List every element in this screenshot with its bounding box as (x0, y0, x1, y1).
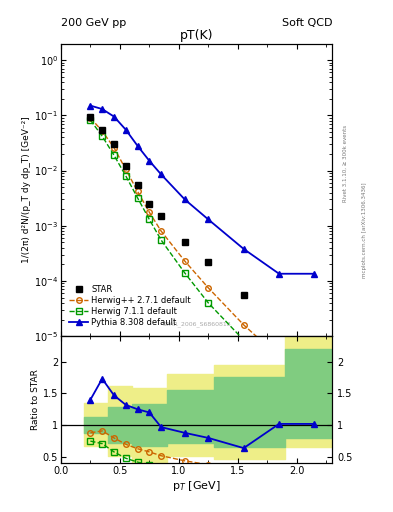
Y-axis label: Ratio to STAR: Ratio to STAR (31, 369, 40, 430)
Text: STAR_2006_S6860818: STAR_2006_S6860818 (162, 322, 231, 327)
Pythia 8.308 default (159, 172, 163, 178)
Legend: STAR, Herwig++ 2.7.1 default, Herwig 7.1.1 default, Pythia 8.308 default: STAR, Herwig++ 2.7.1 default, Herwig 7.1… (68, 284, 193, 329)
Text: mcplots.cern.ch [arXiv:1306.3436]: mcplots.cern.ch [arXiv:1306.3436] (362, 183, 367, 278)
Herwig++ 2.7.1 default (241, 322, 246, 328)
Pythia 8.308 default (312, 271, 317, 277)
Herwig++ 2.7.1 default (123, 166, 128, 173)
Herwig++ 2.7.1 default (312, 384, 317, 390)
Line: Pythia 8.308 default: Pythia 8.308 default (87, 102, 318, 277)
STAR (100, 126, 105, 133)
Herwig 7.1.1 default (135, 195, 140, 201)
Pythia 8.308 default (147, 158, 152, 164)
Pythia 8.308 default (182, 196, 187, 202)
STAR (159, 213, 163, 219)
Herwig++ 2.7.1 default (147, 209, 152, 216)
Herwig++ 2.7.1 default (135, 188, 140, 195)
Line: Herwig 7.1.1 default: Herwig 7.1.1 default (88, 117, 317, 404)
STAR (112, 141, 116, 147)
STAR (88, 114, 93, 120)
STAR (277, 338, 281, 345)
Text: Soft QCD: Soft QCD (282, 18, 332, 28)
Pythia 8.308 default (277, 271, 281, 277)
Herwig++ 2.7.1 default (206, 285, 211, 291)
Herwig 7.1.1 default (123, 173, 128, 179)
STAR (241, 292, 246, 298)
Herwig 7.1.1 default (206, 300, 211, 306)
Herwig 7.1.1 default (182, 270, 187, 276)
STAR (135, 182, 140, 188)
Title: pT(K): pT(K) (180, 29, 213, 42)
Line: Herwig++ 2.7.1 default: Herwig++ 2.7.1 default (88, 115, 317, 390)
Pythia 8.308 default (123, 126, 128, 133)
Pythia 8.308 default (135, 143, 140, 149)
Herwig 7.1.1 default (241, 337, 246, 343)
STAR (206, 259, 211, 265)
Pythia 8.308 default (100, 106, 105, 112)
Herwig 7.1.1 default (88, 117, 93, 123)
Herwig++ 2.7.1 default (88, 115, 93, 121)
Herwig 7.1.1 default (312, 398, 317, 404)
Herwig 7.1.1 default (277, 369, 281, 375)
Text: Rivet 3.1.10, ≥ 300k events: Rivet 3.1.10, ≥ 300k events (343, 125, 348, 202)
Herwig++ 2.7.1 default (182, 258, 187, 264)
Pythia 8.308 default (112, 114, 116, 120)
Herwig 7.1.1 default (147, 217, 152, 223)
Line: STAR: STAR (87, 114, 282, 345)
STAR (182, 239, 187, 245)
Y-axis label: 1/(2π) d²N/(p_T dy dp_T) [GeV⁻²]: 1/(2π) d²N/(p_T dy dp_T) [GeV⁻²] (22, 116, 31, 263)
Herwig++ 2.7.1 default (112, 144, 116, 151)
Herwig++ 2.7.1 default (159, 228, 163, 234)
Herwig 7.1.1 default (100, 133, 105, 139)
Herwig++ 2.7.1 default (277, 354, 281, 360)
Pythia 8.308 default (206, 217, 211, 223)
Pythia 8.308 default (241, 246, 246, 252)
STAR (123, 163, 128, 169)
Herwig 7.1.1 default (112, 152, 116, 158)
Herwig++ 2.7.1 default (100, 128, 105, 134)
STAR (147, 201, 152, 207)
X-axis label: p$_T$ [GeV]: p$_T$ [GeV] (172, 479, 221, 493)
Pythia 8.308 default (88, 102, 93, 109)
Text: 200 GeV pp: 200 GeV pp (61, 18, 126, 28)
Herwig 7.1.1 default (159, 237, 163, 243)
